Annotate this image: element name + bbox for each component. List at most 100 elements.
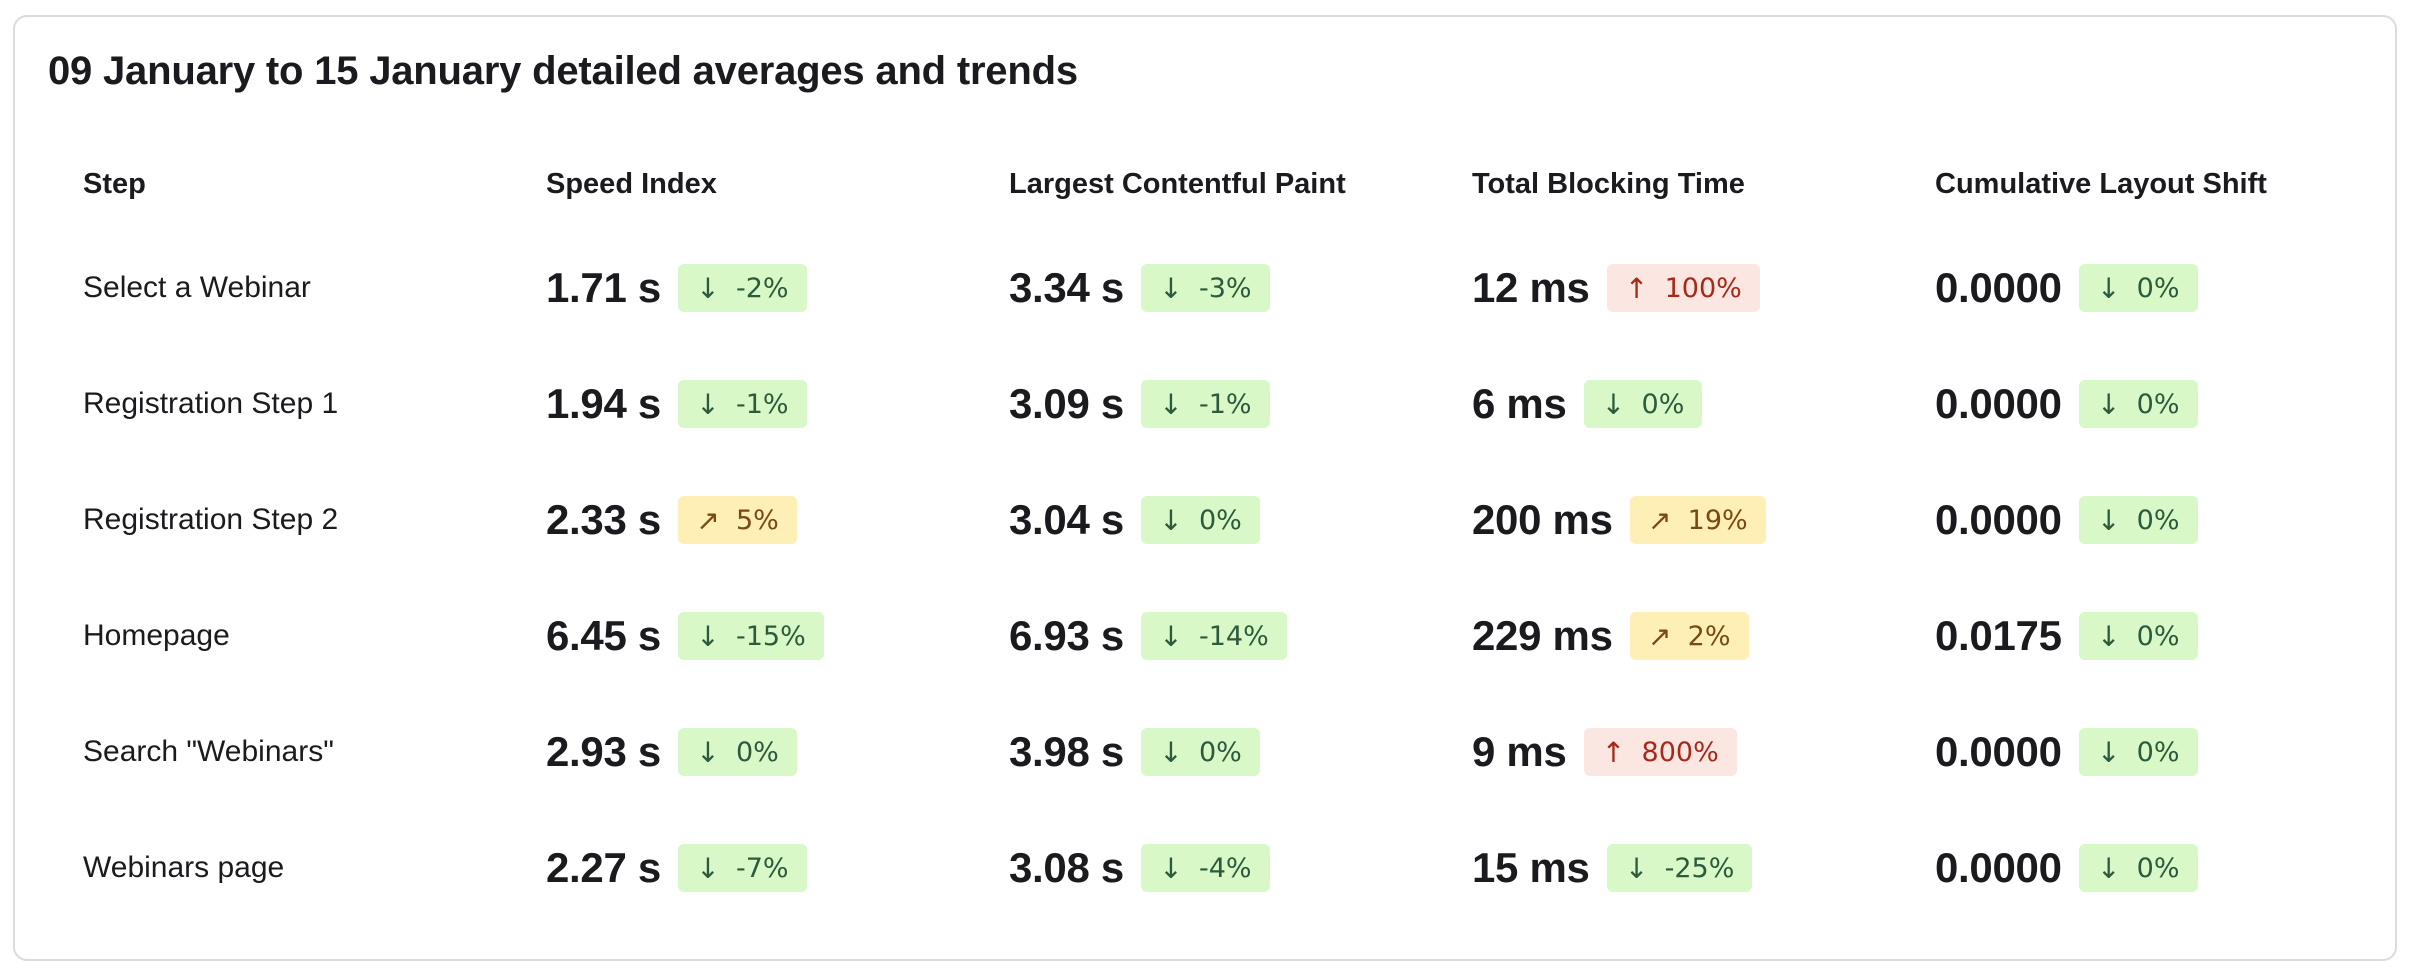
tbt-cell: 6 ms ↓ 0%	[1472, 374, 1703, 434]
arrow-down-icon: ↓	[2096, 503, 2121, 537]
cls-cell: 0.0000 ↓ 0%	[1935, 838, 2198, 898]
trend-badge: ↓ -1%	[1140, 380, 1270, 428]
column-header-cls: Cumulative Layout Shift	[1935, 168, 2267, 200]
trend-badge: ↓ 0%	[1583, 380, 1703, 428]
lcp-value: 3.04 s	[1009, 496, 1124, 543]
cls-cell: 0.0175 ↓ 0%	[1935, 606, 2198, 666]
trend-percent: -7%	[735, 852, 789, 884]
trend-badge: ↓ -1%	[677, 380, 807, 428]
lcp-value: 3.09 s	[1009, 380, 1124, 427]
arrow-down-icon: ↓	[1159, 387, 1183, 421]
arrow-down-icon: ↓	[696, 851, 720, 885]
cls-value: 0.0000	[1935, 264, 2062, 311]
arrow-down-icon: ↓	[1159, 619, 1183, 653]
step-name: Search "Webinars"	[83, 735, 334, 768]
lcp-cell: 3.04 s ↓ 0%	[1009, 490, 1260, 550]
trend-percent: 800%	[1641, 736, 1719, 768]
speed-index-value: 6.45 s	[546, 612, 661, 659]
table-row: Search "Webinars" 2.93 s ↓ 0% 3.98 s ↓ 0% 9 ms ↑…	[15, 722, 2395, 782]
cls-value: 0.0000	[1935, 728, 2062, 775]
cls-value: 0.0000	[1935, 496, 2062, 543]
speed-index-value: 1.94 s	[546, 380, 661, 427]
arrow-down-icon: ↓	[1159, 271, 1183, 305]
trend-percent: 0%	[2136, 504, 2180, 536]
trend-percent: 0%	[2136, 736, 2180, 768]
arrow-up-icon: ↑	[1601, 735, 1626, 769]
trend-badge: ↓ 0%	[1140, 496, 1260, 544]
trend-percent: -1%	[735, 388, 789, 420]
lcp-cell: 3.08 s ↓ -4%	[1009, 838, 1270, 898]
card-title: 09 January to 15 January detailed averag…	[48, 49, 1078, 93]
tbt-value: 9 ms	[1472, 728, 1567, 775]
step-name: Select a Webinar	[83, 271, 311, 304]
trend-badge: ↓ -3%	[1140, 264, 1270, 312]
trend-percent: 19%	[1687, 504, 1748, 536]
cls-value: 0.0175	[1935, 612, 2062, 659]
tbt-value: 229 ms	[1472, 612, 1613, 659]
arrow-down-icon: ↓	[2096, 851, 2121, 885]
trend-percent: -3%	[1198, 272, 1252, 304]
trend-percent: 2%	[1687, 620, 1731, 652]
column-header-speed-index: Speed Index	[546, 168, 717, 200]
trend-percent: 100%	[1664, 272, 1742, 304]
arrow-down-icon: ↓	[696, 735, 720, 769]
arrow-down-icon: ↓	[1159, 503, 1183, 537]
trend-badge: ↓ -25%	[1606, 844, 1753, 892]
speed-index-cell: 2.93 s ↓ 0%	[546, 722, 797, 782]
cls-value: 0.0000	[1935, 844, 2062, 891]
arrow-down-icon: ↓	[696, 619, 720, 653]
lcp-value: 3.98 s	[1009, 728, 1124, 775]
speed-index-value: 1.71 s	[546, 264, 661, 311]
arrow-down-icon: ↓	[1159, 735, 1183, 769]
tbt-value: 6 ms	[1472, 380, 1567, 427]
tbt-value: 15 ms	[1472, 844, 1590, 891]
tbt-cell: 200 ms ↗ 19%	[1472, 490, 1766, 550]
trend-percent: -15%	[735, 620, 806, 652]
cls-cell: 0.0000 ↓ 0%	[1935, 258, 2198, 318]
cls-cell: 0.0000 ↓ 0%	[1935, 490, 2198, 550]
table-row: Registration Step 2 2.33 s ↗ 5% 3.04 s ↓ 0% 200…	[15, 490, 2395, 550]
trend-badge: ↓ -2%	[677, 264, 807, 312]
speed-index-value: 2.27 s	[546, 844, 661, 891]
column-header-lcp: Largest Contentful Paint	[1009, 168, 1346, 200]
lcp-value: 3.08 s	[1009, 844, 1124, 891]
trend-badge: ↓ -4%	[1140, 844, 1270, 892]
trend-badge: ↓ 0%	[1140, 728, 1260, 776]
step-name: Homepage	[83, 619, 230, 652]
trend-badge: ↓ 0%	[2078, 264, 2198, 312]
speed-index-cell: 1.94 s ↓ -1%	[546, 374, 807, 434]
arrow-down-icon: ↓	[2096, 387, 2121, 421]
trend-badge: ↓ -7%	[677, 844, 807, 892]
arrow-down-icon: ↓	[1159, 851, 1183, 885]
arrow-up-right-icon: ↗	[1647, 503, 1672, 537]
trend-percent: 0%	[1198, 736, 1242, 768]
trend-badge: ↓ 0%	[677, 728, 797, 776]
trend-badge: ↓ -15%	[677, 612, 824, 660]
arrow-down-icon: ↓	[2096, 619, 2121, 653]
tbt-cell: 229 ms ↗ 2%	[1472, 606, 1749, 666]
lcp-value: 3.34 s	[1009, 264, 1124, 311]
arrow-down-icon: ↓	[2096, 735, 2121, 769]
trend-percent: 0%	[735, 736, 779, 768]
trend-badge: ↑ 100%	[1606, 264, 1760, 312]
trend-badge: ↑ 800%	[1583, 728, 1737, 776]
tbt-cell: 9 ms ↑ 800%	[1472, 722, 1737, 782]
trend-percent: 0%	[2136, 388, 2180, 420]
speed-index-cell: 2.33 s ↗ 5%	[546, 490, 797, 550]
trend-badge: ↓ 0%	[2078, 612, 2198, 660]
table-row: Registration Step 1 1.94 s ↓ -1% 3.09 s ↓ -1% 6…	[15, 374, 2395, 434]
trend-badge: ↓ 0%	[2078, 844, 2198, 892]
speed-index-value: 2.93 s	[546, 728, 661, 775]
arrow-down-icon: ↓	[696, 387, 720, 421]
metrics-table: Step Speed Index Largest Contentful Pain…	[15, 17, 2395, 959]
lcp-cell: 3.34 s ↓ -3%	[1009, 258, 1270, 318]
trend-percent: -25%	[1664, 852, 1735, 884]
speed-index-cell: 6.45 s ↓ -15%	[546, 606, 824, 666]
trend-percent: -14%	[1198, 620, 1269, 652]
cls-value: 0.0000	[1935, 380, 2062, 427]
arrow-down-icon: ↓	[2096, 271, 2121, 305]
trend-badge: ↗ 5%	[677, 496, 797, 544]
table-row: Select a Webinar 1.71 s ↓ -2% 3.34 s ↓ -3% 12 m…	[15, 258, 2395, 318]
lcp-cell: 3.09 s ↓ -1%	[1009, 374, 1270, 434]
trend-percent: -1%	[1198, 388, 1252, 420]
